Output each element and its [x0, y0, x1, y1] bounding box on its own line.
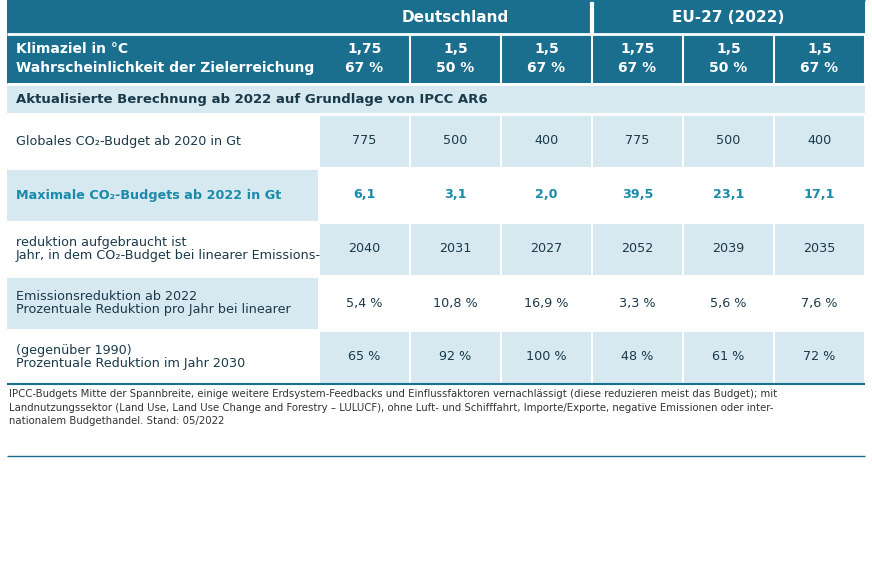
- Bar: [683, 330, 774, 384]
- Bar: [319, 168, 410, 222]
- Text: 72 %: 72 %: [803, 350, 835, 364]
- Text: 1,75: 1,75: [347, 42, 382, 56]
- Bar: [7, 276, 319, 330]
- Text: 6,1: 6,1: [353, 189, 376, 201]
- Text: 2052: 2052: [622, 242, 654, 256]
- Text: Prozentuale Reduktion im Jahr 2030: Prozentuale Reduktion im Jahr 2030: [16, 357, 245, 370]
- Text: 67 %: 67 %: [528, 61, 566, 75]
- Text: Prozentuale Reduktion pro Jahr bei linearer: Prozentuale Reduktion pro Jahr bei linea…: [16, 304, 290, 316]
- Bar: [410, 330, 501, 384]
- Text: 2035: 2035: [803, 242, 835, 256]
- Text: EU-27 (2022): EU-27 (2022): [672, 9, 785, 24]
- Bar: [7, 34, 865, 84]
- Bar: [592, 276, 683, 330]
- Text: 100 %: 100 %: [526, 350, 567, 364]
- Text: 67 %: 67 %: [618, 61, 657, 75]
- Bar: [410, 114, 501, 168]
- Text: 1,5: 1,5: [716, 42, 741, 56]
- Text: 2040: 2040: [349, 242, 380, 256]
- Text: Wahrscheinlichkeit der Zielerreichung: Wahrscheinlichkeit der Zielerreichung: [16, 61, 314, 75]
- Text: 16,9 %: 16,9 %: [524, 297, 569, 309]
- Bar: [774, 276, 865, 330]
- Text: 400: 400: [807, 134, 832, 148]
- Text: IPCC-Budgets Mitte der Spannbreite, einige weitere Erdsystem-Feedbacks und Einfl: IPCC-Budgets Mitte der Spannbreite, eini…: [9, 389, 777, 426]
- Bar: [7, 330, 319, 384]
- Text: 10,8 %: 10,8 %: [433, 297, 478, 309]
- Text: 2031: 2031: [439, 242, 472, 256]
- Text: 775: 775: [352, 134, 377, 148]
- Bar: [683, 114, 774, 168]
- Text: 17,1: 17,1: [804, 189, 835, 201]
- Bar: [683, 168, 774, 222]
- Text: 67 %: 67 %: [800, 61, 839, 75]
- Text: 61 %: 61 %: [712, 350, 745, 364]
- Text: 500: 500: [443, 134, 467, 148]
- Bar: [592, 330, 683, 384]
- Text: 500: 500: [716, 134, 740, 148]
- Text: 2027: 2027: [530, 242, 562, 256]
- Text: Klimaziel in °C: Klimaziel in °C: [16, 42, 128, 56]
- Bar: [501, 168, 592, 222]
- Bar: [319, 222, 410, 276]
- Bar: [319, 276, 410, 330]
- Text: 3,3 %: 3,3 %: [619, 297, 656, 309]
- Text: 65 %: 65 %: [348, 350, 381, 364]
- Bar: [7, 114, 319, 168]
- Text: 50 %: 50 %: [710, 61, 747, 75]
- Bar: [592, 114, 683, 168]
- Bar: [501, 114, 592, 168]
- Text: 5,6 %: 5,6 %: [711, 297, 746, 309]
- Bar: [501, 222, 592, 276]
- Text: 2,0: 2,0: [535, 189, 558, 201]
- Bar: [774, 114, 865, 168]
- Bar: [410, 222, 501, 276]
- Text: 92 %: 92 %: [439, 350, 472, 364]
- Text: 2039: 2039: [712, 242, 745, 256]
- Bar: [7, 84, 865, 114]
- Bar: [683, 222, 774, 276]
- Text: Maximale CO₂-Budgets ab 2022 in Gt: Maximale CO₂-Budgets ab 2022 in Gt: [16, 189, 282, 201]
- Bar: [410, 276, 501, 330]
- Text: 1,5: 1,5: [535, 42, 559, 56]
- Bar: [501, 276, 592, 330]
- Text: Jahr, in dem CO₂-Budget bei linearer Emissions-: Jahr, in dem CO₂-Budget bei linearer Emi…: [16, 249, 321, 263]
- Bar: [683, 276, 774, 330]
- Text: reduktion aufgebraucht ist: reduktion aufgebraucht ist: [16, 236, 187, 249]
- Bar: [774, 330, 865, 384]
- Text: (gegenüber 1990): (gegenüber 1990): [16, 344, 132, 357]
- Text: 23,1: 23,1: [712, 189, 744, 201]
- Text: 3,1: 3,1: [444, 189, 467, 201]
- Text: 400: 400: [535, 134, 559, 148]
- Text: 1,75: 1,75: [620, 42, 655, 56]
- Bar: [7, 168, 319, 222]
- Text: Deutschland: Deutschland: [402, 9, 509, 24]
- Text: 50 %: 50 %: [436, 61, 474, 75]
- Bar: [592, 222, 683, 276]
- Text: 5,4 %: 5,4 %: [346, 297, 383, 309]
- Bar: [501, 330, 592, 384]
- Bar: [774, 168, 865, 222]
- Bar: [410, 168, 501, 222]
- Bar: [774, 222, 865, 276]
- Text: Globales CO₂-Budget ab 2020 in Gt: Globales CO₂-Budget ab 2020 in Gt: [16, 134, 241, 148]
- Bar: [7, 222, 319, 276]
- Text: 1,5: 1,5: [443, 42, 468, 56]
- Text: Aktualisierte Berechnung ab 2022 auf Grundlage von IPCC AR6: Aktualisierte Berechnung ab 2022 auf Gru…: [16, 92, 487, 106]
- Bar: [592, 168, 683, 222]
- Text: 39,5: 39,5: [622, 189, 653, 201]
- Bar: [7, 0, 865, 34]
- Bar: [319, 330, 410, 384]
- Text: 1,5: 1,5: [807, 42, 832, 56]
- Text: Emissionsreduktion ab 2022: Emissionsreduktion ab 2022: [16, 290, 197, 303]
- Bar: [7, 384, 865, 456]
- Text: 67 %: 67 %: [345, 61, 384, 75]
- Text: 775: 775: [625, 134, 650, 148]
- Bar: [319, 114, 410, 168]
- Text: 7,6 %: 7,6 %: [801, 297, 838, 309]
- Text: 48 %: 48 %: [622, 350, 654, 364]
